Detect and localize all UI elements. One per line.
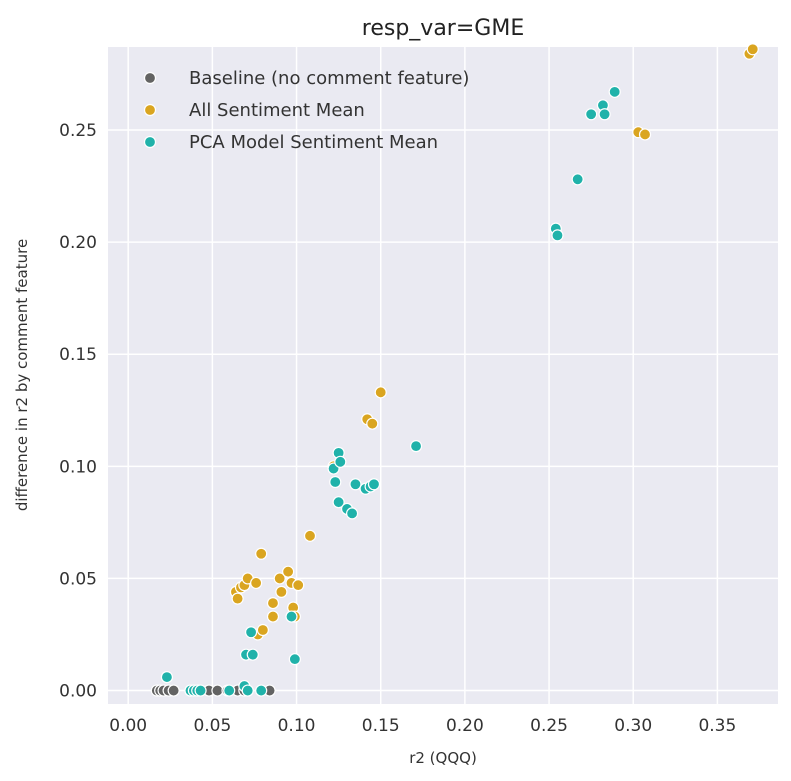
scatter-point xyxy=(246,648,259,661)
legend-marker xyxy=(143,135,157,149)
scatter-point xyxy=(571,173,584,186)
scatter-point xyxy=(255,547,268,560)
y-tick-label: 0.00 xyxy=(59,682,97,702)
scatter-point xyxy=(303,529,317,542)
scatter-point xyxy=(275,585,288,598)
scatter-point xyxy=(349,478,362,491)
legend-label: PCA Model Sentiment Mean xyxy=(189,132,438,153)
plot-background xyxy=(108,47,778,704)
scatter-point xyxy=(746,43,759,56)
scatter-point xyxy=(241,684,254,697)
legend-marker xyxy=(143,103,157,117)
x-tick-label: 0.20 xyxy=(446,716,484,736)
scatter-point xyxy=(266,596,280,610)
scatter-point xyxy=(223,684,236,697)
x-axis-ticks: 0.00 0.05 0.10 0.15 0.20 0.25 0.30 0.35 xyxy=(109,716,736,736)
scatter-point xyxy=(273,572,286,585)
chart-title: resp_var=GME xyxy=(362,16,524,41)
scatter-point xyxy=(194,684,207,697)
y-axis-ticks: 0.00 0.05 0.10 0.15 0.20 0.25 xyxy=(59,121,97,702)
data-points xyxy=(150,43,759,697)
legend-marker xyxy=(143,71,157,85)
scatter-point xyxy=(329,475,342,489)
scatter-point xyxy=(366,417,379,430)
scatter-point xyxy=(585,108,598,121)
scatter-point xyxy=(292,579,305,592)
y-axis-label: difference in r2 by comment feature xyxy=(13,239,31,511)
y-tick-label: 0.20 xyxy=(59,233,97,253)
scatter-point xyxy=(256,623,269,637)
legend-label: All Sentiment Mean xyxy=(189,100,365,121)
scatter-point xyxy=(282,565,295,578)
legend: Baseline (no comment feature) All Sentime… xyxy=(143,68,469,153)
scatter-point xyxy=(551,229,564,242)
scatter-point xyxy=(255,684,268,697)
x-tick-label: 0.15 xyxy=(362,716,400,736)
scatter-point xyxy=(266,610,280,623)
scatter-point xyxy=(250,576,263,590)
series-points xyxy=(229,43,759,641)
y-tick-label: 0.05 xyxy=(59,569,97,589)
y-tick-label: 0.15 xyxy=(59,345,97,365)
x-axis-label: r2 (QQQ) xyxy=(409,749,477,767)
y-tick-label: 0.10 xyxy=(59,457,97,477)
scatter-point xyxy=(211,684,224,697)
x-tick-label: 0.05 xyxy=(193,716,231,736)
scatter-point xyxy=(409,440,423,453)
scatter-point xyxy=(345,507,359,520)
scatter-point xyxy=(374,386,387,399)
scatter-point xyxy=(285,610,298,623)
scatter-point xyxy=(367,478,381,491)
scatter-point xyxy=(167,684,180,697)
x-tick-label: 0.35 xyxy=(698,716,736,736)
scatter-point xyxy=(598,108,611,121)
x-tick-label: 0.10 xyxy=(278,716,316,736)
x-tick-label: 0.00 xyxy=(109,716,147,736)
scatter-point xyxy=(332,496,345,509)
y-tick-label: 0.25 xyxy=(59,121,97,141)
scatter-point xyxy=(244,626,258,639)
scatter-point xyxy=(638,128,652,141)
x-tick-label: 0.30 xyxy=(614,716,652,736)
scatter-point xyxy=(231,592,244,605)
scatter-point xyxy=(160,670,174,684)
scatter-point xyxy=(288,653,301,666)
x-tick-label: 0.25 xyxy=(530,716,568,736)
series-points xyxy=(160,85,621,697)
legend-label: Baseline (no comment feature) xyxy=(189,68,469,89)
scatter-point xyxy=(334,455,347,468)
scatter-point xyxy=(608,85,621,98)
